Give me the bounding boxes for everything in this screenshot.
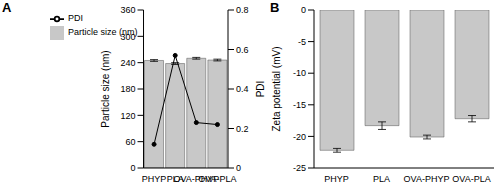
svg-text:PLA: PLA <box>373 174 390 184</box>
svg-text:120: 120 <box>120 111 135 121</box>
svg-text:180: 180 <box>120 84 135 94</box>
svg-text:OVA-PLA: OVA-PLA <box>198 174 236 184</box>
svg-text:240: 240 <box>120 58 135 68</box>
svg-text:-5: -5 <box>298 37 306 47</box>
svg-text:0: 0 <box>236 163 241 173</box>
svg-text:-10: -10 <box>293 68 306 78</box>
svg-text:PHYP: PHYP <box>142 174 167 184</box>
svg-text:360: 360 <box>120 5 135 15</box>
svg-text:PHYP: PHYP <box>324 174 349 184</box>
svg-text:OVA-PHYP: OVA-PHYP <box>404 174 450 184</box>
svg-text:0: 0 <box>301 5 306 15</box>
svg-text:-20: -20 <box>293 132 306 142</box>
svg-text:PDI: PDI <box>255 81 266 98</box>
svg-text:0: 0 <box>131 163 136 173</box>
svg-text:Zeta potential (mV): Zeta potential (mV) <box>271 46 282 131</box>
svg-text:Particle size (nm): Particle size (nm) <box>100 50 111 127</box>
svg-text:300: 300 <box>120 32 135 42</box>
svg-text:0.4: 0.4 <box>236 84 249 94</box>
svg-text:0.6: 0.6 <box>236 45 249 55</box>
svg-text:0.2: 0.2 <box>236 124 249 134</box>
svg-text:0.8: 0.8 <box>236 5 249 15</box>
svg-text:60: 60 <box>126 137 136 147</box>
svg-text:-25: -25 <box>293 163 306 173</box>
svg-text:OVA-PLA: OVA-PLA <box>452 174 490 184</box>
svg-text:-15: -15 <box>293 100 306 110</box>
